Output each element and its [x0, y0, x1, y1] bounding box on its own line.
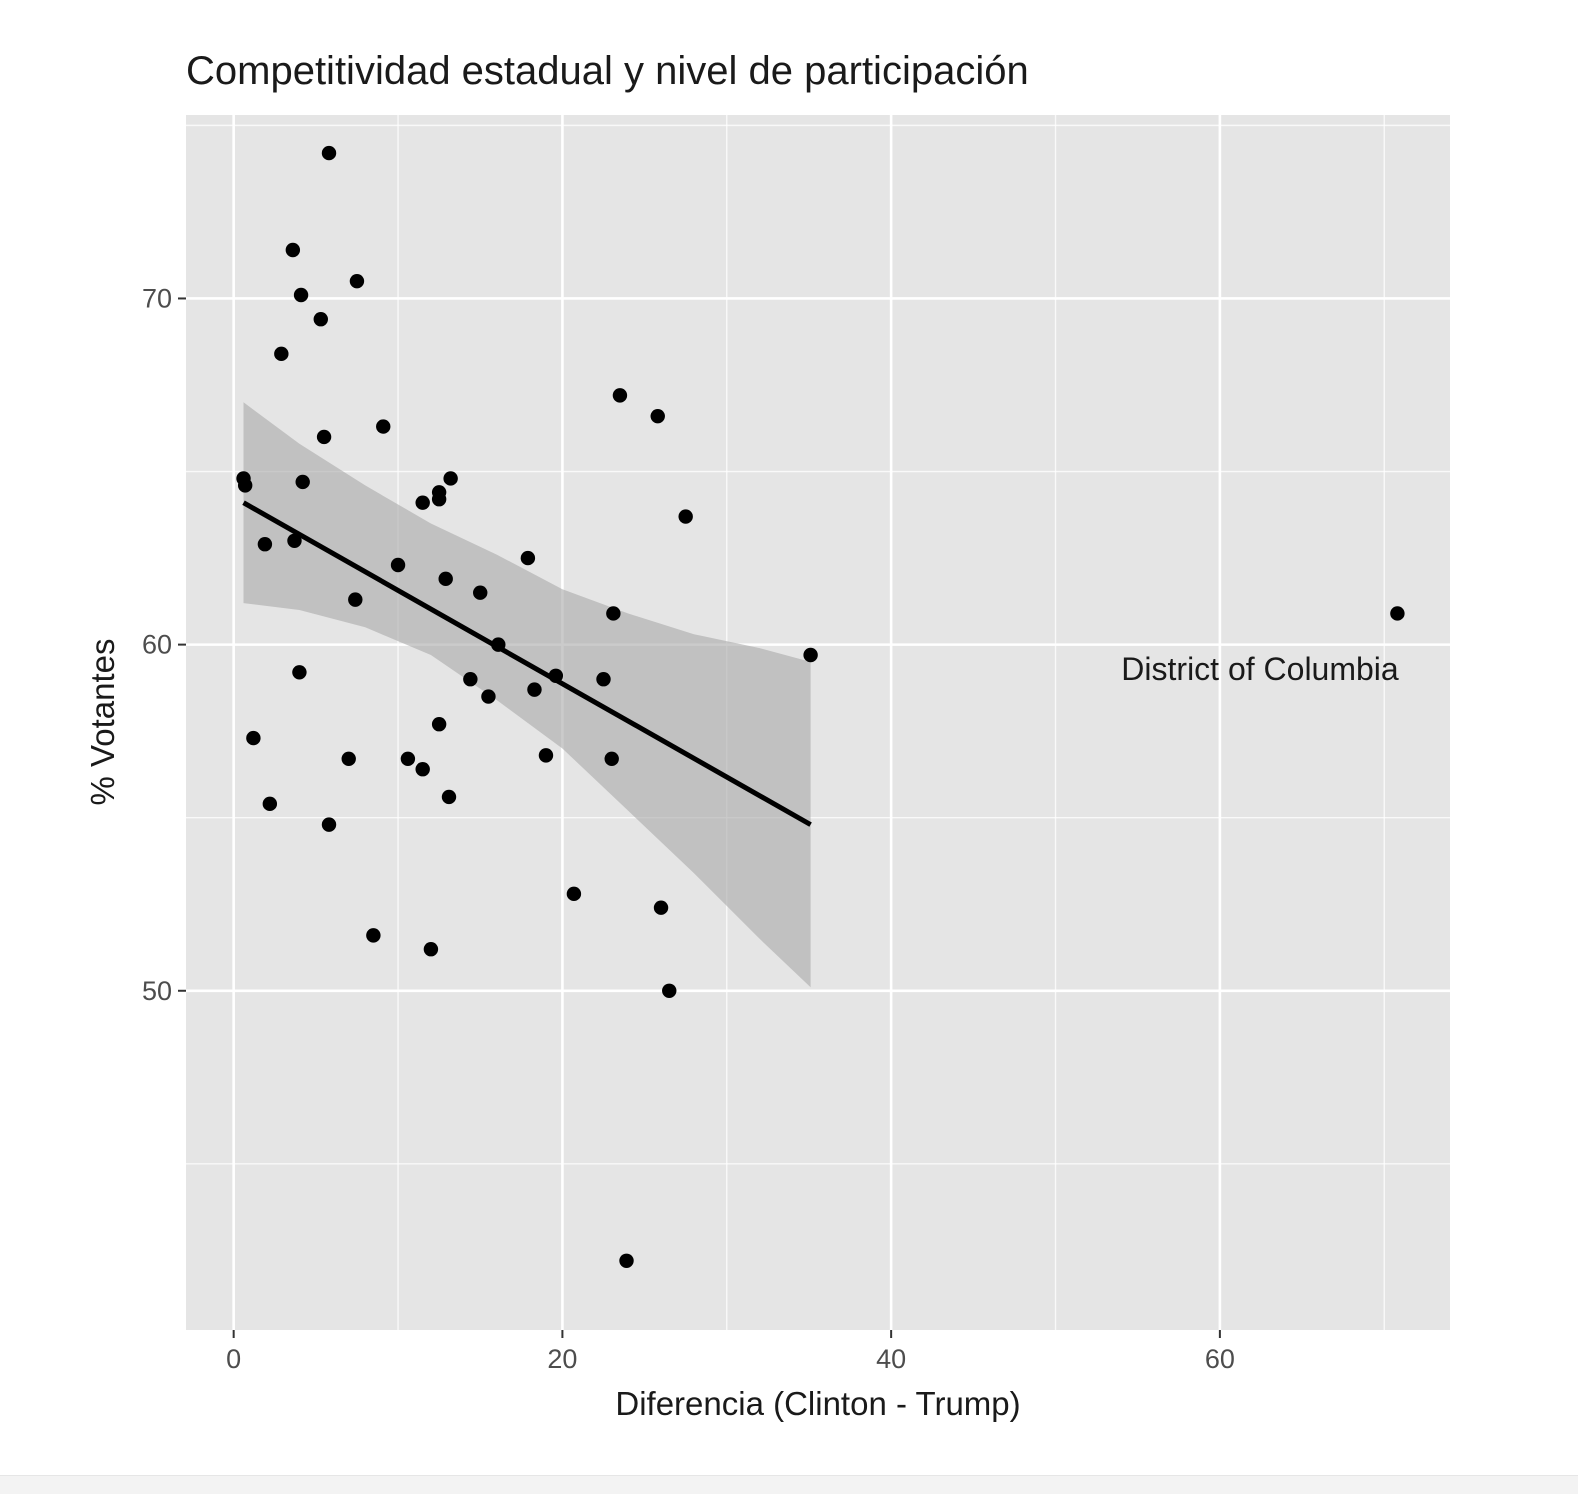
x-tick-label: 60	[1205, 1344, 1235, 1374]
data-point	[415, 495, 430, 510]
axes-layer: 0 20 40 60 50 60 70	[142, 283, 1235, 1374]
data-point	[653, 900, 669, 915]
data-point	[473, 585, 488, 600]
y-tick-label: 50	[142, 976, 172, 1006]
data-point	[376, 419, 391, 434]
data-point	[321, 145, 337, 161]
data-point	[481, 689, 496, 704]
x-tick-label: 40	[876, 1344, 906, 1374]
data-point	[257, 537, 273, 552]
data-point	[400, 751, 416, 767]
data-point	[366, 928, 381, 943]
data-point	[246, 730, 261, 746]
footer-strip	[0, 1475, 1578, 1494]
data-point	[443, 471, 458, 486]
data-point	[321, 817, 337, 832]
annotation-district-of-columbia: District of Columbia	[1121, 651, 1399, 687]
data-point	[538, 748, 554, 763]
y-tick-label: 60	[142, 630, 172, 660]
data-point	[619, 1253, 634, 1268]
x-axis-title: Diferencia (Clinton - Trump)	[615, 1385, 1020, 1422]
data-point	[1390, 606, 1405, 621]
data-point	[341, 751, 356, 767]
data-point	[295, 474, 310, 490]
data-point	[285, 242, 301, 258]
data-point	[313, 312, 328, 327]
data-point	[678, 509, 693, 524]
data-point	[803, 647, 818, 663]
data-point	[650, 408, 665, 424]
x-tick-label: 20	[547, 1344, 577, 1374]
data-point	[566, 886, 582, 902]
data-point	[662, 983, 677, 998]
fit-line-layer	[242, 500, 812, 827]
data-point	[520, 550, 536, 566]
confidence-band	[243, 402, 811, 988]
confidence-band-layer	[243, 402, 811, 988]
data-point	[431, 717, 447, 732]
data-point	[237, 478, 253, 493]
data-point	[431, 492, 447, 507]
data-point	[287, 533, 302, 548]
plot-panel	[186, 115, 1450, 1330]
data-point	[316, 429, 332, 445]
data-point	[390, 557, 406, 573]
data-point	[612, 388, 628, 403]
y-axis-title: % Votantes	[84, 639, 121, 806]
data-point	[596, 672, 611, 687]
y-tick-label: 70	[142, 283, 172, 313]
data-point	[463, 672, 478, 687]
data-point	[292, 665, 307, 680]
data-point	[604, 751, 619, 767]
data-point	[293, 287, 309, 303]
data-point	[441, 789, 457, 805]
x-tick-label: 0	[226, 1344, 241, 1374]
data-point	[349, 273, 365, 289]
regression-line	[242, 500, 812, 827]
data-point	[606, 606, 621, 621]
data-point	[527, 682, 542, 697]
chart-title: Competitividad estadual y nivel de parti…	[186, 49, 1029, 93]
data-point	[423, 942, 439, 957]
data-point	[438, 571, 453, 587]
data-point	[274, 346, 289, 362]
points-layer	[236, 145, 1405, 1268]
data-point	[415, 762, 430, 777]
data-point	[262, 796, 278, 812]
data-point	[348, 592, 363, 607]
